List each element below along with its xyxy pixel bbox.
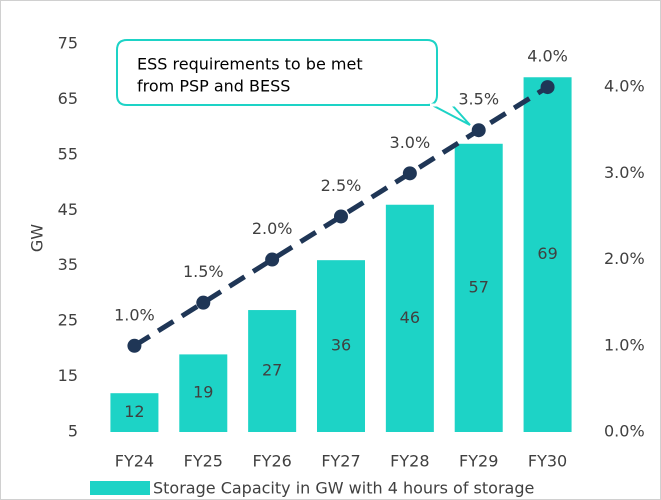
y-tick-label: 75 [58, 34, 78, 53]
bar [179, 354, 228, 432]
y-tick-label: 35 [58, 255, 78, 274]
y-tick-label: 45 [58, 200, 78, 219]
plot: 5 15 25 35 45 55 65 75 0.0% 1.0% 2.0% 3.0% 4.0% FY24 F… [58, 34, 645, 498]
line-value-label: 4.0% [527, 47, 568, 66]
y-tick-label: 55 [58, 144, 78, 163]
y2-tick-label: 4.0% [604, 77, 645, 96]
annotation-line: from PSP and BESS [137, 77, 290, 96]
x-tick-label: FY27 [321, 452, 360, 471]
legend-label: Storage Capacity in GW with 4 hours of s… [153, 479, 534, 498]
y2-tick-label: 3.0% [604, 163, 645, 182]
bar-value-label: 57 [469, 277, 489, 296]
bar-value-label: 19 [193, 383, 213, 402]
y-tick-label: 25 [58, 311, 78, 330]
x-tick-label: FY30 [528, 452, 567, 471]
y-tick-label: 15 [58, 366, 78, 385]
line-value-label: 3.5% [458, 90, 499, 109]
line-marker [471, 123, 486, 138]
bar [454, 143, 503, 432]
y-axis-label: GW [28, 224, 47, 252]
bar-value-label: 27 [262, 361, 282, 380]
x-tick-label: FY26 [252, 452, 291, 471]
bar [523, 77, 572, 432]
bar [110, 393, 159, 432]
y2-tick-label: 1.0% [604, 335, 645, 354]
bar [385, 204, 434, 432]
bar-value-label: 46 [400, 308, 420, 327]
bar-value-label: 69 [537, 244, 557, 263]
y-tick-label: 5 [68, 422, 78, 441]
line-marker [334, 209, 348, 224]
x-tick-label: FY28 [390, 452, 429, 471]
annotation-line: ESS requirements to be met [137, 55, 363, 74]
line-value-label: 2.0% [252, 219, 293, 238]
line-marker [196, 295, 211, 310]
callout-box [116, 39, 471, 126]
legend-swatch [90, 481, 150, 495]
line-marker [127, 338, 142, 353]
line-value-label: 3.0% [390, 133, 431, 152]
line-marker [402, 166, 417, 181]
y2-tick-label: 2.0% [604, 249, 645, 268]
x-tick-label: FY24 [115, 452, 154, 471]
line-value-label: 2.5% [321, 176, 362, 195]
x-tick-label: FY25 [184, 452, 223, 471]
line-value-label: 1.0% [114, 305, 155, 324]
line-marker [265, 252, 280, 267]
y-tick-label: 65 [58, 89, 78, 108]
x-tick-label: FY29 [459, 452, 498, 471]
y2-tick-label: 0.0% [604, 422, 645, 441]
bar [317, 260, 365, 432]
bar-value-label: 36 [331, 336, 351, 355]
bar-value-label: 12 [124, 402, 144, 421]
line-marker [540, 80, 555, 95]
bar [248, 310, 297, 432]
line-value-label: 1.5% [183, 262, 224, 281]
